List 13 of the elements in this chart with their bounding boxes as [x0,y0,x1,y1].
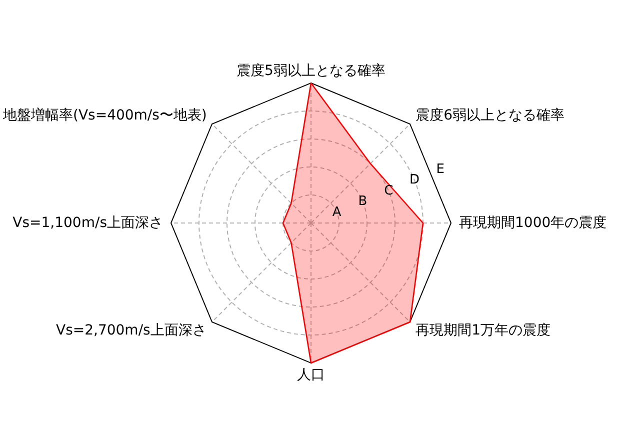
spoke-label: 再現期間1000年の震度 [459,215,607,231]
y-tick-label: C [384,183,394,198]
spoke-label: 震度5弱以上となる確率 [236,63,386,79]
y-tick-label: A [332,204,342,220]
spoke-label: 地盤増幅率(Vs=400m/s〜地表) [2,106,207,124]
spoke-label: 人口 [297,367,325,383]
spoke-label: 震度6弱以上となる確率 [416,108,565,124]
spoke-label: Vs=2,700m/s上面深さ [56,322,206,338]
spoke-label: 再現期間1万年の震度 [416,322,551,338]
y-tick-label: E [436,162,444,177]
y-tick-label: D [409,172,420,188]
y-tick-label: B [358,194,368,210]
spoke-label: Vs=1,100m/s上面深さ [12,215,163,231]
